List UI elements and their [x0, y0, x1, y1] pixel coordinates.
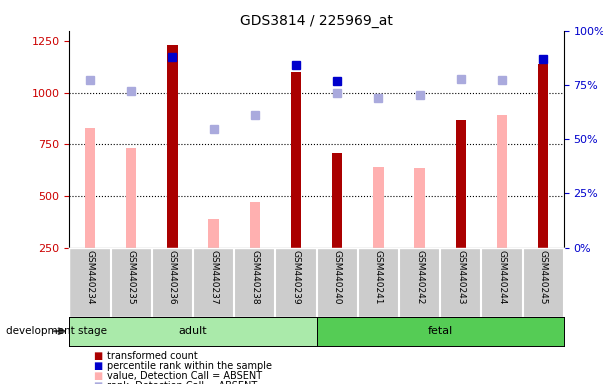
Bar: [373, 167, 384, 248]
Text: adult: adult: [178, 326, 207, 336]
Title: GDS3814 / 225969_at: GDS3814 / 225969_at: [240, 14, 393, 28]
Text: GSM440240: GSM440240: [333, 250, 342, 304]
Text: ■: ■: [93, 371, 103, 381]
Bar: [538, 64, 548, 248]
Text: rank, Detection Call = ABSENT: rank, Detection Call = ABSENT: [107, 381, 257, 384]
Text: ■: ■: [93, 361, 103, 371]
Text: GSM440234: GSM440234: [86, 250, 95, 304]
Text: GSM440237: GSM440237: [209, 250, 218, 305]
Bar: [69, 317, 317, 346]
Text: GSM440235: GSM440235: [127, 250, 136, 305]
Bar: [126, 149, 136, 248]
Bar: [291, 72, 301, 248]
Text: GSM440242: GSM440242: [415, 250, 424, 304]
Bar: [209, 219, 219, 248]
Text: ■: ■: [93, 351, 103, 361]
Text: GSM440243: GSM440243: [456, 250, 466, 304]
Text: value, Detection Call = ABSENT: value, Detection Call = ABSENT: [107, 371, 262, 381]
Bar: [332, 152, 343, 248]
Bar: [414, 168, 425, 248]
Text: GSM440241: GSM440241: [374, 250, 383, 304]
Bar: [317, 317, 564, 346]
Text: fetal: fetal: [428, 326, 453, 336]
Bar: [250, 202, 260, 248]
Bar: [456, 119, 466, 248]
Text: transformed count: transformed count: [107, 351, 197, 361]
Text: GSM440238: GSM440238: [250, 250, 259, 305]
Text: GSM440236: GSM440236: [168, 250, 177, 305]
Text: GSM440245: GSM440245: [538, 250, 548, 304]
Text: ■: ■: [93, 381, 103, 384]
Text: percentile rank within the sample: percentile rank within the sample: [107, 361, 272, 371]
Bar: [497, 116, 507, 248]
Text: GSM440244: GSM440244: [497, 250, 507, 304]
Bar: [85, 128, 95, 248]
Text: development stage: development stage: [6, 326, 107, 336]
Bar: [167, 45, 177, 248]
Text: GSM440239: GSM440239: [291, 250, 300, 305]
